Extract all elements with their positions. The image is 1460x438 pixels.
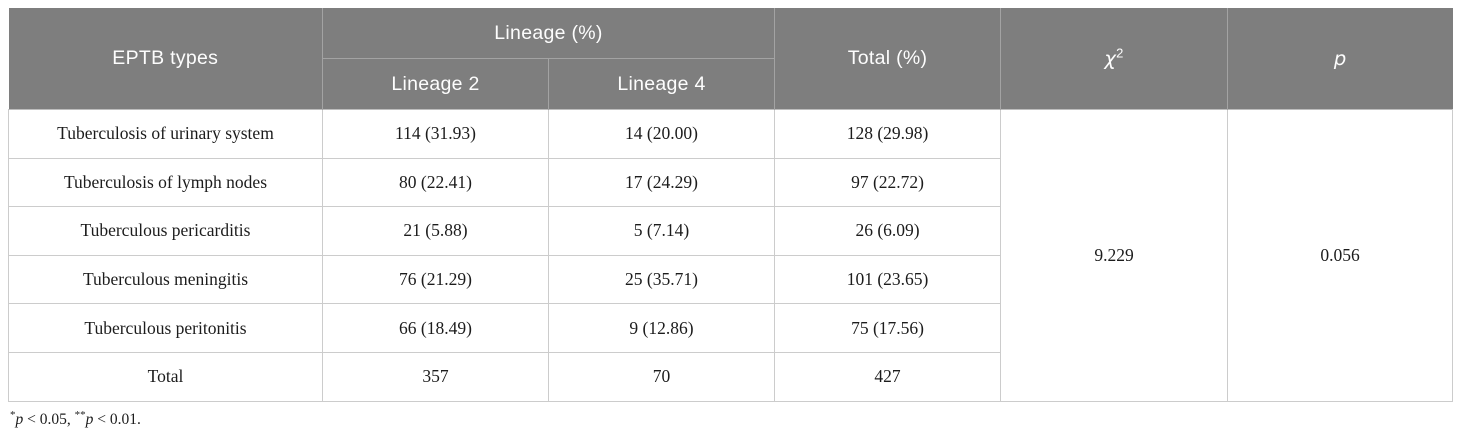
chi-symbol: χ	[1104, 46, 1117, 70]
cell-eptb-type: Tuberculosis of lymph nodes	[8, 157, 323, 208]
cell-lineage2: 114 (31.93)	[322, 109, 549, 159]
cell-eptb-type: Tuberculosis of urinary system	[8, 109, 323, 159]
cell-lineage2: 80 (22.41)	[322, 157, 549, 208]
cell-total: 75 (17.56)	[774, 303, 1002, 353]
cell-lineage4: 14 (20.00)	[547, 109, 776, 159]
header-total: Total (%)	[774, 8, 1002, 110]
cell-p-value: 0.056	[1227, 109, 1454, 402]
cell-eptb-type: Tuberculous pericarditis	[8, 206, 323, 256]
table-row: Tuberculosis of urinary system 114 (31.9…	[8, 109, 1454, 402]
cell-eptb-type: Total	[8, 351, 323, 402]
cell-lineage4: 9 (12.86)	[547, 303, 776, 353]
cell-lineage4: 70	[547, 351, 776, 402]
eptb-table: EPTB types Lineage (%) Total (%) χ2 p Li…	[8, 8, 1454, 402]
header-lineage-group: Lineage (%)	[322, 8, 776, 59]
cell-lineage2: 76 (21.29)	[322, 254, 549, 305]
cell-total: 427	[774, 351, 1002, 402]
table-row: Tuberculous peritonitis 66 (18.49) 9 (12…	[8, 303, 1453, 353]
footnote-star-double: **	[74, 408, 86, 421]
header-p: p	[1227, 8, 1453, 110]
footnote-p1: p	[15, 410, 24, 428]
cell-chi-value: 9.229	[1000, 109, 1229, 402]
table-row: Tuberculous pericarditis 21 (5.88) 5 (7.…	[8, 206, 1453, 256]
cell-eptb-type: Tuberculous meningitis	[8, 254, 323, 305]
table-row: Tuberculosis of lymph nodes 80 (22.41) 1…	[8, 157, 1453, 208]
cell-lineage2: 357	[322, 351, 549, 402]
header-chi-square: χ2	[1000, 8, 1229, 110]
table-header: EPTB types Lineage (%) Total (%) χ2 p Li…	[8, 8, 1453, 110]
header-lineage-4: Lineage 4	[548, 58, 776, 110]
cell-lineage2: 66 (18.49)	[322, 303, 549, 353]
table-row: Tuberculous meningitis 76 (21.29) 25 (35…	[8, 254, 1453, 305]
cell-lineage4: 17 (24.29)	[547, 157, 776, 208]
cell-lineage2: 21 (5.88)	[322, 206, 549, 256]
footnote-p2: p	[85, 410, 94, 428]
header-eptb-types: EPTB types	[8, 8, 323, 110]
cell-lineage4: 25 (35.71)	[547, 254, 776, 305]
table-row: Total 357 70 427	[8, 351, 1453, 402]
cell-total: 101 (23.65)	[774, 254, 1002, 305]
p-symbol: p	[1333, 46, 1347, 70]
cell-total: 26 (6.09)	[774, 206, 1002, 256]
cell-eptb-type: Tuberculous peritonitis	[8, 303, 323, 353]
table-body: Tuberculosis of urinary system 114 (31.9…	[8, 109, 1454, 402]
header-lineage-2: Lineage 2	[322, 58, 549, 110]
table-container: EPTB types Lineage (%) Total (%) χ2 p Li…	[8, 8, 1454, 429]
cell-total: 128 (29.98)	[774, 109, 1002, 159]
footnote-threshold-2: < 0.01.	[93, 410, 141, 428]
significance-footnote: *p < 0.05, **p < 0.01.	[10, 408, 1452, 429]
footnote-star-single: *	[10, 408, 16, 421]
chi-superscript: 2	[1116, 45, 1124, 60]
cell-total: 97 (22.72)	[774, 157, 1002, 208]
footnote-threshold-1: < 0.05,	[23, 410, 75, 428]
cell-lineage4: 5 (7.14)	[547, 206, 776, 256]
